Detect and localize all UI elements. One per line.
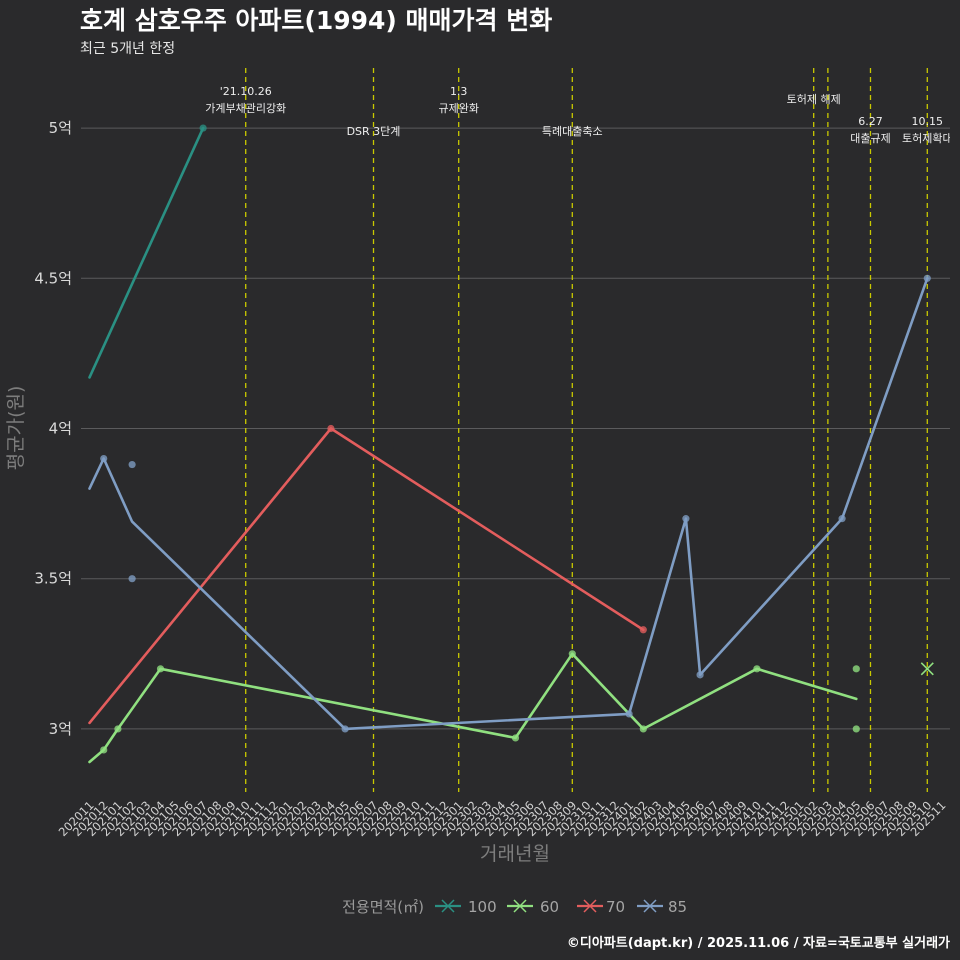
legend-label-100: 100 [468, 898, 497, 916]
data-point-85 [625, 710, 633, 718]
y-tick-label: 4.5억 [34, 269, 72, 287]
legend-key-70 [577, 899, 603, 913]
data-point-85 [100, 454, 108, 463]
legend-item-70: 70 [577, 898, 625, 916]
legend-item-60: 60 [507, 898, 559, 916]
y-axis-title: 평균가(원) [5, 386, 27, 471]
legend-key-85 [637, 899, 663, 913]
y-gridlines [81, 127, 950, 730]
legend-title: 전용면적(㎡) [342, 898, 424, 916]
data-point-60 [114, 725, 122, 733]
data-point-60 [852, 665, 860, 673]
y-tick-label: 4억 [49, 419, 72, 437]
data-point-85 [838, 515, 846, 523]
event-label: 규제완화 [438, 102, 478, 115]
event-label: DSR 3단계 [347, 125, 401, 138]
series-lines [88, 126, 929, 764]
legend-label-70: 70 [606, 898, 625, 916]
legend-key-cross-icon [643, 899, 657, 913]
x-axis-title: 거래년월 [480, 843, 550, 865]
legend-key-cross-icon [441, 899, 455, 913]
series-line-60 [88, 652, 858, 764]
data-point-60 [568, 650, 576, 658]
data-point-85 [341, 725, 349, 733]
data-point-85 [128, 575, 136, 583]
event-label: 1.3 [450, 85, 468, 98]
legend-item-100: 100 [435, 898, 497, 916]
event-label: 토허제확대 [902, 132, 953, 145]
legend-key-100 [435, 899, 461, 913]
legend-item-85: 85 [637, 898, 687, 916]
event-label: 토허제 해제 [787, 92, 841, 106]
data-point-85 [128, 460, 136, 469]
data-point-70 [639, 626, 647, 634]
event-label: 10.15 [912, 115, 944, 128]
legend: 전용면적(㎡) 100 60 70 85 [342, 898, 687, 916]
event-label: '21.10.26 [220, 85, 272, 98]
event-label: 대출규제 [850, 132, 890, 145]
event-label: 6.27 [858, 115, 883, 128]
series-line-70 [88, 427, 645, 725]
data-point-60 [753, 665, 761, 673]
data-point-60 [639, 725, 647, 733]
y-tick-label: 5억 [49, 119, 72, 137]
chart-subtitle: 최근 5개년 한정 [80, 41, 175, 57]
legend-items: 100 60 70 85 [435, 898, 687, 916]
y-axis-ticks: 3억 3.5억 4억 4.5억 5억 [34, 119, 72, 738]
data-point-60 [156, 665, 165, 673]
data-point-100 [199, 124, 207, 132]
legend-key-cross-icon [583, 899, 597, 913]
y-tick-label: 3억 [49, 720, 72, 738]
x-axis-ticks: 2020112020122021012021022021032021042021… [56, 798, 949, 839]
data-point-60 [511, 734, 520, 742]
cross-marker-60 [920, 662, 934, 676]
chart-title: 호계 삼호우주 아파트(1994) 매매가격 변화 [80, 6, 552, 35]
series-line-85 [88, 277, 929, 731]
data-point-85 [923, 274, 931, 282]
source-caption: ©디아파트(dapt.kr) / 2025.11.06 / 자료=국토교통부 실… [567, 935, 950, 951]
data-point-85 [696, 671, 704, 679]
y-tick-label: 3.5억 [34, 570, 72, 588]
legend-label-60: 60 [540, 898, 559, 916]
data-points [100, 124, 934, 754]
data-point-60 [100, 746, 108, 754]
legend-key-cross-icon [513, 899, 527, 913]
event-label: 특례대출축소 [542, 125, 603, 138]
legend-key-60 [507, 899, 533, 913]
data-point-70 [327, 424, 335, 433]
series-line-100 [88, 126, 205, 379]
event-label: 가계부채관리강화 [205, 102, 286, 115]
data-point-85 [682, 515, 690, 523]
data-point-60 [852, 725, 860, 733]
legend-label-85: 85 [668, 898, 687, 916]
